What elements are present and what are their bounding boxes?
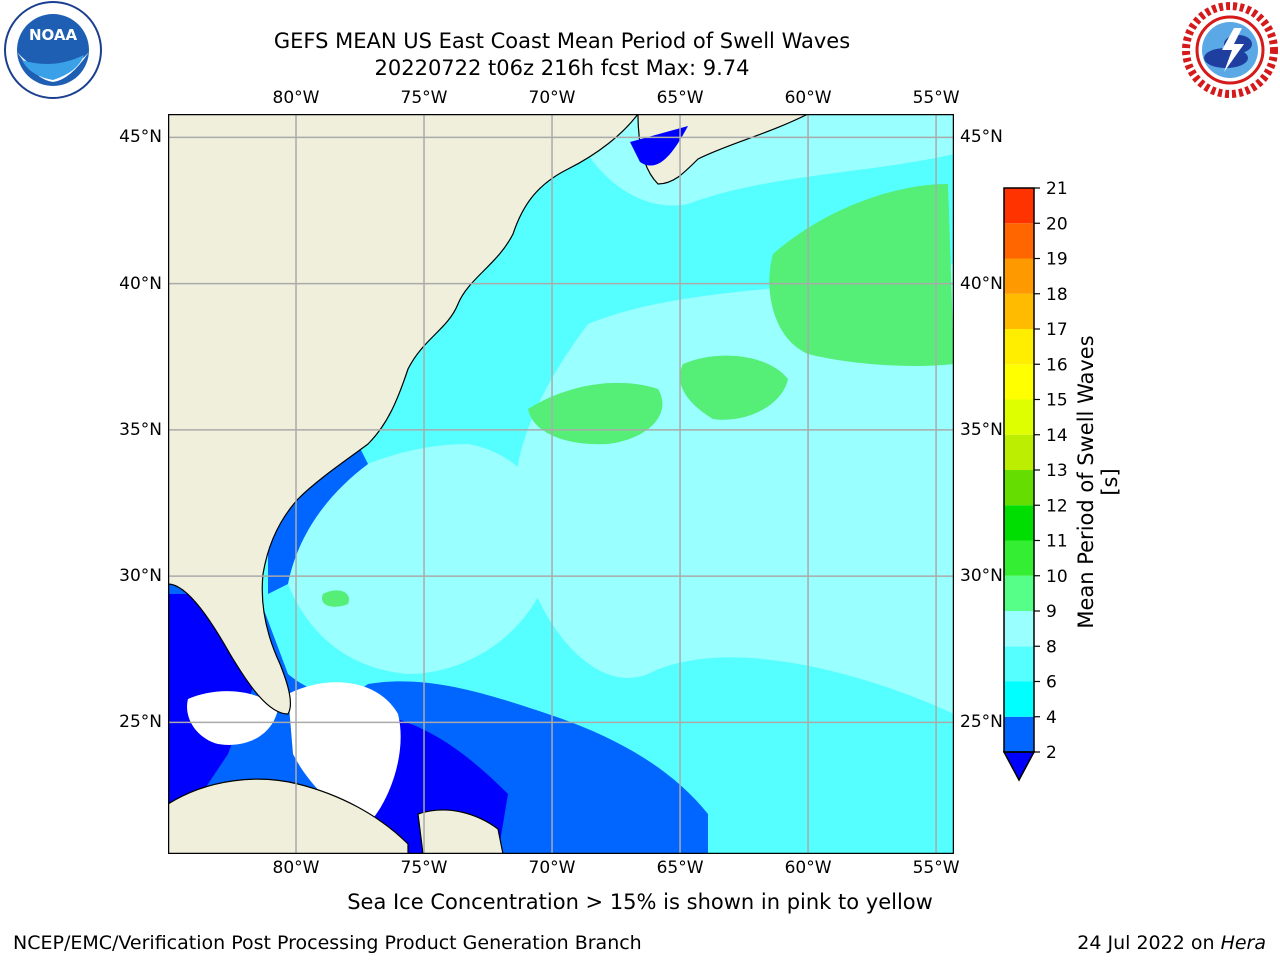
lon-tick-label: 55°W (912, 858, 960, 878)
land-us-east-coast (168, 114, 639, 715)
lon-tick-label: 75°W (400, 858, 448, 878)
lat-tick-label: 45°N (119, 127, 162, 148)
sea-ice-note: Sea Ice Concentration > 15% is shown in … (0, 890, 1280, 914)
chart-title: GEFS MEAN US East Coast Mean Period of S… (273, 29, 851, 53)
swell-green-patch-2 (679, 355, 788, 420)
lat-tick-label: 30°N (119, 566, 162, 587)
colorbar-tick-label: 4 (1046, 708, 1057, 728)
colorbar-tick-label: 8 (1046, 637, 1057, 657)
colorbar-segment (1004, 646, 1034, 682)
lat-tick-label: 25°N (119, 712, 162, 733)
colorbar-segment (1004, 223, 1034, 259)
colorbar-segment (1004, 188, 1034, 224)
footer-machine: Hera (1220, 932, 1266, 954)
lat-tick-label: 30°N (960, 566, 1003, 587)
colorbar-segment (1004, 540, 1034, 576)
lon-tick-label: 65°W (656, 858, 704, 878)
land-cuba (168, 778, 409, 854)
lat-tick-label: 45°N (960, 127, 1003, 148)
colorbar-tick-label: 16 (1046, 355, 1068, 375)
colorbar: 2 4 6 8 9 10 11 12 13 14 15 16 17 18 19 20 21 (996, 179, 1086, 790)
lat-tick-label: 35°N (119, 419, 162, 440)
colorbar-segment (1004, 399, 1034, 435)
colorbar-segment (1004, 293, 1034, 329)
lat-tick-label: 35°N (960, 419, 1003, 440)
lat-tick-label: 40°N (960, 273, 1003, 294)
lon-tick-label: 65°W (656, 88, 704, 108)
colorbar-tick-label: 15 (1046, 391, 1068, 411)
swell-light-region-east (514, 264, 954, 714)
map-frame (167, 113, 955, 855)
lon-tick-label: 55°W (912, 88, 960, 108)
lat-tick-label: 25°N (960, 712, 1003, 733)
colorbar-segment (1004, 364, 1034, 400)
lon-tick-label: 80°W (272, 88, 320, 108)
lat-tick-label: 40°N (119, 273, 162, 294)
swell-light-region-south (288, 444, 554, 674)
footer-date-block: 24 Jul 2022 on Hera (1077, 932, 1266, 954)
colorbar-segment (1004, 329, 1034, 365)
noaa-logo-text: NOAA (29, 26, 78, 44)
footer-branch: NCEP/EMC/Verification Post Processing Pr… (13, 932, 642, 954)
colorbar-tick-label: 13 (1046, 461, 1068, 481)
no-data-gulf (187, 691, 278, 745)
colorbar-tick-label: 18 (1046, 285, 1068, 305)
colorbar-tick-label: 2 (1046, 743, 1057, 763)
colorbar-segment (1004, 505, 1034, 541)
colorbar-segment (1004, 716, 1034, 752)
lon-tick-label: 80°W (272, 858, 320, 878)
swell-coastal-blue-band (268, 444, 368, 594)
colorbar-tick-label: 17 (1046, 320, 1068, 340)
lon-tick-label: 70°W (528, 858, 576, 878)
colorbar-label: Mean Period of Swell Waves [s] (1074, 335, 1122, 629)
map-svg (167, 113, 955, 855)
lon-tick-label: 60°W (784, 858, 832, 878)
colorbar-segment (1004, 575, 1034, 611)
footer-date: 24 Jul 2022 on (1077, 932, 1221, 954)
colorbar-tick-label: 12 (1046, 496, 1068, 516)
colorbar-segment (1004, 434, 1034, 470)
colorbar-segment (1004, 611, 1034, 647)
nws-logo-icon (1176, 0, 1280, 100)
colorbar-tick-label: 11 (1046, 532, 1068, 552)
no-data-bahamas (288, 682, 401, 824)
colorbar-tick-label: 6 (1046, 673, 1057, 693)
noaa-logo-icon: NOAA (0, 0, 106, 106)
lon-tick-label: 75°W (400, 88, 448, 108)
colorbar-tick-label: 20 (1046, 214, 1068, 234)
colorbar-tick-label: 10 (1046, 567, 1068, 587)
lon-tick-label: 70°W (528, 88, 576, 108)
colorbar-tick-label: 21 (1046, 180, 1068, 199)
graticule (168, 114, 954, 854)
colorbar-svg: 2 4 6 8 9 10 11 12 13 14 15 16 17 18 19 20 21 (1002, 179, 1068, 782)
chart-subtitle: 20220722 t06z 216h fcst Max: 9.74 (374, 56, 750, 80)
bay-of-fundy (630, 126, 688, 166)
colorbar-under-arrow (1002, 751, 1036, 782)
colorbar-tick-label: 14 (1046, 426, 1068, 446)
colorbar-tick-label: 19 (1046, 250, 1068, 270)
swell-green-patch-3 (769, 184, 954, 366)
swell-green-patch-1 (528, 382, 663, 445)
land-hispaniola (417, 809, 504, 854)
colorbar-segment (1004, 470, 1034, 506)
sea-ice-note-text: Sea Ice Concentration > 15% is shown in … (347, 890, 933, 914)
colorbar-tick-label: 9 (1046, 602, 1057, 622)
colorbar-segment (1004, 681, 1034, 717)
colorbar-segment (1004, 258, 1034, 294)
map-panel (167, 113, 955, 855)
lon-tick-label: 60°W (784, 88, 832, 108)
swell-green-patch-4 (322, 590, 349, 607)
